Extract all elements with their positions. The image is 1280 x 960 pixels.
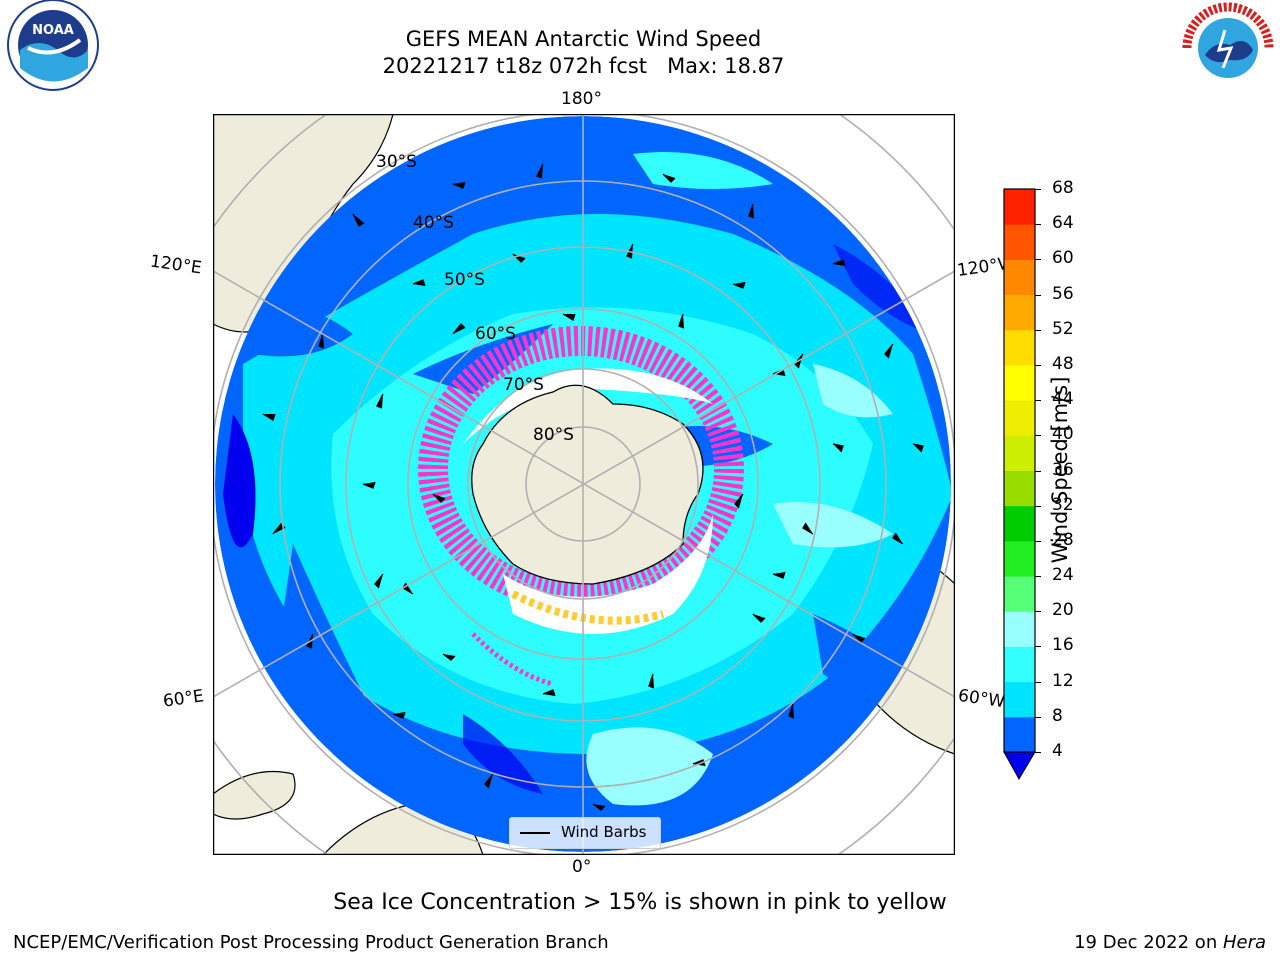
lat-label-50s: 50°S <box>444 270 485 290</box>
lat-label-70s: 70°S <box>503 375 544 395</box>
colorbar-segment <box>1004 646 1035 683</box>
lat-label-30s: 30°S <box>376 152 417 172</box>
lat-label-80s: 80°S <box>533 425 574 445</box>
graticule <box>213 114 955 855</box>
colorbar-tick-mark <box>1035 505 1041 507</box>
colorbar-segment <box>1004 540 1035 577</box>
colorbar-tick-label: 64 <box>1052 213 1074 234</box>
colorbar-segment <box>1004 329 1035 366</box>
legend-label: Wind Barbs <box>561 823 647 841</box>
lat-label-40s: 40°S <box>413 213 454 233</box>
madagascar <box>213 770 296 820</box>
polar-map <box>213 114 955 855</box>
colorbar-segment <box>1004 189 1035 225</box>
colorbar-segment <box>1004 505 1035 542</box>
nws-logo <box>1182 2 1274 94</box>
footer-date: 19 Dec 2022 on Hera <box>1074 932 1266 953</box>
colorbar-tick-mark <box>1035 540 1041 542</box>
colorbar-tick-label: 40 <box>1052 424 1074 445</box>
colorbar-tick-label: 28 <box>1052 529 1074 550</box>
lon-label-60w: 60°W <box>956 685 1007 713</box>
sea-ice <box>418 326 744 687</box>
colorbar-tick-mark <box>1035 224 1041 226</box>
colorbar-tick-label: 12 <box>1052 670 1074 691</box>
colorbar-tick-mark <box>1035 259 1041 261</box>
colorbar-tick-mark <box>1035 611 1041 613</box>
footer-date-text: 19 Dec 2022 on <box>1074 932 1223 953</box>
footer-host: Hera <box>1222 932 1266 953</box>
colorbar-tick-mark <box>1035 681 1041 683</box>
sea-ice-caption: Sea Ice Concentration > 15% is shown in … <box>333 890 947 915</box>
colorbar-tick-label: 32 <box>1052 494 1074 515</box>
colorbar-tick-label: 16 <box>1052 635 1074 656</box>
colorbar-segment <box>1004 716 1035 753</box>
colorbar-tick-mark <box>1035 470 1041 472</box>
colorbar-tick-label: 56 <box>1052 283 1074 304</box>
colorbar-tick-label: 8 <box>1052 705 1063 726</box>
colorbar-tick-label: 20 <box>1052 600 1074 621</box>
colorbar-tick-mark <box>1035 294 1041 296</box>
colorbar-segment <box>1004 400 1035 436</box>
colorbar-segment <box>1004 364 1035 401</box>
colorbar <box>1003 188 1036 781</box>
colorbar-segment <box>1004 470 1035 507</box>
colorbar-segment <box>1004 224 1035 260</box>
colorbar-tick-mark <box>1035 435 1041 437</box>
colorbar-segment <box>1004 611 1035 647</box>
colorbar-under-arrow <box>1003 751 1036 781</box>
colorbar-tick-label: 52 <box>1052 318 1074 339</box>
colorbar-tick-mark <box>1035 329 1041 331</box>
colorbar-segment <box>1004 576 1035 612</box>
colorbar-segment <box>1004 435 1035 471</box>
colorbar-tick-mark <box>1035 189 1041 190</box>
legend-line <box>520 832 550 834</box>
colorbar-segment <box>1004 294 1035 331</box>
lon-label-120e: 120°E <box>148 251 203 279</box>
footer-credit: NCEP/EMC/Verification Post Processing Pr… <box>13 932 609 953</box>
colorbar-label: Wind Speed [m/s] <box>1048 376 1072 564</box>
legend: Wind Barbs <box>509 817 661 849</box>
colorbar-segment <box>1004 259 1035 296</box>
noaa-logo: NOAA <box>7 0 99 91</box>
lat-label-60s: 60°S <box>475 324 516 344</box>
map-title: GEFS MEAN Antarctic Wind Speed <box>405 27 762 51</box>
lon-label-180: 180° <box>561 89 602 109</box>
lon-label-0: 0° <box>572 857 592 877</box>
colorbar-tick-mark <box>1035 752 1041 753</box>
colorbar-tick-mark <box>1035 400 1041 402</box>
colorbar-tick-label: 48 <box>1052 353 1074 374</box>
colorbar-tick-label: 44 <box>1052 389 1074 410</box>
svg-text:NOAA: NOAA <box>32 23 74 38</box>
colorbar-tick-label: 4 <box>1052 741 1063 761</box>
colorbar-tick-mark <box>1035 646 1041 648</box>
colorbar-tick-mark <box>1035 364 1041 366</box>
colorbar-segment <box>1004 681 1035 718</box>
colorbar-tick-label: 60 <box>1052 248 1074 269</box>
antarctica <box>471 384 704 585</box>
wind-barbs <box>262 163 924 811</box>
lon-label-60e: 60°E <box>161 686 206 712</box>
map-subtitle: 20221217 t18z 072h fcst Max: 18.87 <box>382 54 785 78</box>
colorbar-tick-mark <box>1035 576 1041 578</box>
colorbar-tick-label: 68 <box>1052 178 1074 198</box>
colorbar-tick-mark <box>1035 716 1041 718</box>
colorbar-tick-label: 24 <box>1052 565 1074 586</box>
colorbar-tick-label: 36 <box>1052 459 1074 480</box>
